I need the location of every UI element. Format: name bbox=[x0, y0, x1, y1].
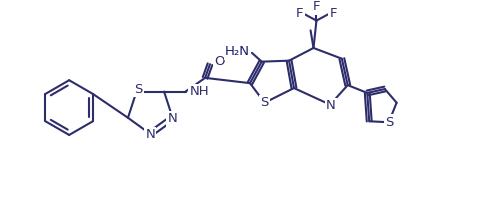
Text: F: F bbox=[313, 0, 320, 13]
Text: S: S bbox=[134, 83, 142, 96]
Text: N: N bbox=[145, 128, 155, 141]
Text: F: F bbox=[296, 7, 304, 20]
Text: N: N bbox=[326, 99, 336, 112]
Text: F: F bbox=[329, 7, 337, 20]
Text: N: N bbox=[168, 112, 177, 125]
Text: NH: NH bbox=[189, 85, 209, 98]
Text: S: S bbox=[260, 96, 269, 109]
Text: S: S bbox=[385, 116, 394, 129]
Text: H₂N: H₂N bbox=[225, 45, 250, 58]
Text: O: O bbox=[214, 55, 225, 68]
